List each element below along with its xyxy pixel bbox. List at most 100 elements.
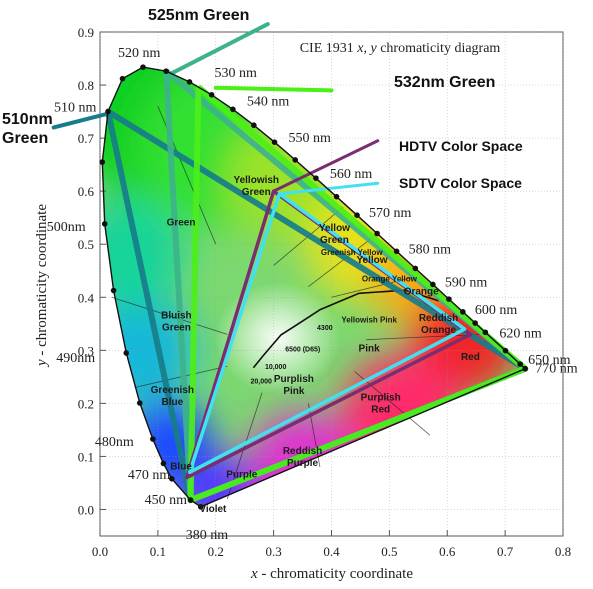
locus-point <box>99 159 106 165</box>
annotation-label: 532nm Green <box>394 74 495 91</box>
locus-point <box>163 68 169 74</box>
locus-point <box>136 400 143 406</box>
annotation-leader <box>51 112 108 130</box>
region-label: Yellow Green <box>319 223 350 246</box>
temperature-label: 10,000 <box>265 364 287 371</box>
locus-point <box>110 287 117 294</box>
locus-point <box>460 309 466 315</box>
region-label: Blue <box>170 462 192 473</box>
x-tick-label: 0.3 <box>266 544 282 559</box>
y-tick-label: 0.6 <box>78 184 95 199</box>
x-tick-label: 0.4 <box>323 544 340 559</box>
spectral-locus <box>99 64 529 510</box>
primary-triangle <box>187 84 529 504</box>
y-tick-label: 0.7 <box>78 131 95 146</box>
locus-point <box>123 350 130 356</box>
y-axis-label: y - chromaticity coordinate <box>34 204 50 368</box>
locus-point <box>160 460 167 467</box>
region-label: Pink <box>359 343 381 354</box>
wavelength-label: 650 nm <box>528 353 571 368</box>
y-tick-label: 0.9 <box>78 25 94 40</box>
chart-title: CIE 1931 x, y chromaticity diagram <box>300 41 501 56</box>
labels: 0.0 0.1 0.2 0.3 0.4 0.5 0.6 0.7 0.8 0.0 0.1 0.2 0.3 0… <box>2 7 578 582</box>
annotation-leader <box>272 139 380 193</box>
y-tick-label: 0.3 <box>78 343 94 358</box>
y-tick-label: 0.0 <box>78 502 94 517</box>
x-tick-label: 0.5 <box>381 544 397 559</box>
region-label: Greenish Blue <box>151 385 194 408</box>
wavelength-label: 480nm <box>95 435 134 450</box>
x-tick-label: 0.7 <box>497 544 514 559</box>
wavelength-label: 560 nm <box>330 167 373 182</box>
locus-point <box>271 139 278 145</box>
region-label: Orange Yellow <box>362 274 418 283</box>
region-label: Reddish Orange <box>419 313 458 336</box>
annotation-leader <box>213 85 334 93</box>
y-tick-label: 0.8 <box>78 78 94 93</box>
hue-boundary <box>354 371 431 436</box>
annotation-label: SDTV Color Space <box>399 175 522 191</box>
annotation-leader <box>277 181 380 196</box>
annotation-label: HDTV Color Space <box>399 138 523 154</box>
region-label: Green <box>167 218 196 229</box>
region-label: Purple <box>226 470 258 481</box>
locus-point <box>502 347 509 354</box>
locus-point <box>430 281 436 288</box>
locus-point <box>187 497 194 503</box>
wavelength-label: 510 nm <box>54 100 97 115</box>
locus-point <box>119 75 126 82</box>
locus-point <box>105 108 111 115</box>
locus-point <box>472 320 478 326</box>
locus-point <box>393 248 400 255</box>
locus-point <box>197 504 204 510</box>
locus-point <box>140 64 146 70</box>
gamut-lines <box>51 22 529 504</box>
locus-point <box>208 92 215 98</box>
y-tick-label: 0.2 <box>78 396 94 411</box>
locus-point <box>412 265 419 272</box>
wavelength-label: 550 nm <box>289 131 332 146</box>
locus-point <box>150 436 156 442</box>
region-label: Violet <box>199 504 227 515</box>
wavelength-label: 770 nm <box>535 362 578 377</box>
region-label: Reddish Purple <box>283 446 322 469</box>
wavelength-label: 590 nm <box>445 275 488 290</box>
locus-point <box>251 122 257 129</box>
wavelength-label: 520 nm <box>118 46 161 61</box>
wavelength-label: 580 nm <box>409 242 452 257</box>
x-tick-label: 0.1 <box>150 544 166 559</box>
temperature-label: 6500 (D65) <box>285 346 320 353</box>
wavelength-label: 570 nm <box>369 206 412 221</box>
hue-boundary <box>308 233 379 287</box>
locus-point <box>374 230 380 237</box>
region-label: Orange <box>404 287 439 298</box>
x-axis-label: x - chromaticity coordinate <box>250 566 413 582</box>
hue-boundary <box>111 296 228 335</box>
wavelength-label: 450 nm <box>145 493 188 508</box>
temperature-label: 4300 <box>317 325 333 332</box>
temperature-label: 20,000 <box>250 379 272 386</box>
region-label: Purplish Red <box>361 393 401 416</box>
x-tick-label: 0.0 <box>92 544 108 559</box>
locus-point <box>313 175 319 181</box>
region-label: Purplish Pink <box>274 374 314 397</box>
annotation-label: 525nm Green <box>148 7 249 24</box>
locus-point <box>354 212 360 218</box>
x-tick-label: 0.2 <box>208 544 224 559</box>
locus-point <box>101 221 108 227</box>
locus-point <box>446 296 452 302</box>
hue-boundary <box>366 334 482 341</box>
locus-point <box>517 361 523 367</box>
wavelength-label: 620 nm <box>499 326 542 341</box>
region-label: Yellowish Pink <box>341 316 397 325</box>
wavelength-label: 540 nm <box>247 94 289 109</box>
x-tick-label: 0.8 <box>555 544 571 559</box>
hue-boundary <box>331 275 419 298</box>
annotation-label: 510nm Green <box>2 111 53 147</box>
locus-point <box>186 79 193 85</box>
locus-point <box>522 365 529 372</box>
gamut-triangle <box>187 192 467 475</box>
wavelength-label: 530 nm <box>215 66 258 81</box>
y-tick-label: 0.4 <box>78 290 95 305</box>
